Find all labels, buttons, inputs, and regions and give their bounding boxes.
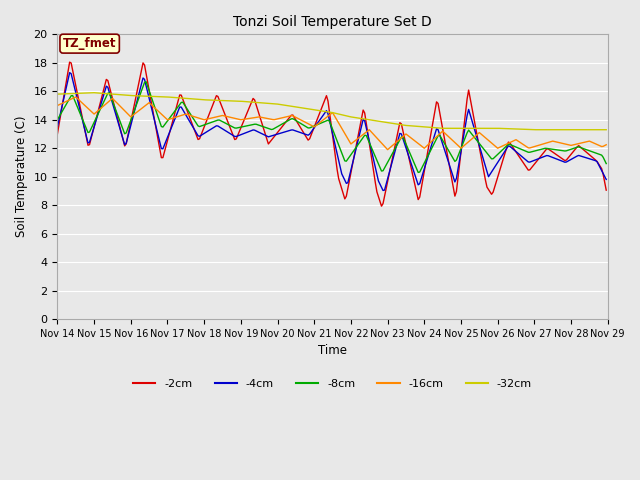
-4cm [575,153,582,158]
-4cm [237,132,244,138]
-2cm [237,125,244,131]
Y-axis label: Soil Temperature (C): Soil Temperature (C) [15,116,28,238]
-4cm [122,140,130,146]
-32cm [575,127,582,132]
-32cm [602,127,610,132]
-16cm [122,109,130,115]
-16cm [602,142,610,148]
-16cm [219,113,227,119]
-2cm [575,143,582,148]
-32cm [54,91,61,97]
-8cm [219,119,227,124]
-32cm [219,97,227,103]
-16cm [384,147,392,153]
-2cm [295,122,303,128]
-8cm [575,144,582,150]
-8cm [237,124,244,130]
-8cm [121,131,129,137]
-2cm [54,131,61,137]
-4cm [219,126,227,132]
Line: -16cm: -16cm [58,97,606,150]
-8cm [414,169,422,175]
-8cm [295,120,303,125]
-16cm [54,103,61,108]
-4cm [602,177,610,182]
-8cm [54,117,61,122]
Legend: -2cm, -4cm, -8cm, -16cm, -32cm: -2cm, -4cm, -8cm, -16cm, -32cm [129,374,536,393]
Line: -2cm: -2cm [58,62,606,206]
-32cm [237,98,244,104]
-4cm [246,128,254,134]
Line: -32cm: -32cm [58,93,606,130]
-2cm [122,141,130,147]
-32cm [90,90,98,96]
-32cm [122,92,130,98]
Title: Tonzi Soil Temperature Set D: Tonzi Soil Temperature Set D [233,15,432,29]
-2cm [378,203,385,209]
-32cm [295,105,303,110]
-2cm [219,105,227,111]
-2cm [246,103,254,108]
-32cm [531,127,538,132]
-16cm [72,94,79,100]
-16cm [575,141,582,146]
X-axis label: Time: Time [318,344,347,357]
-8cm [602,161,610,167]
-4cm [379,188,387,193]
-32cm [246,99,254,105]
-4cm [295,129,303,135]
-2cm [602,187,610,193]
Line: -8cm: -8cm [58,82,606,172]
Line: -4cm: -4cm [58,72,606,191]
-8cm [246,122,254,128]
-16cm [237,117,244,122]
-4cm [54,124,61,130]
-8cm [142,79,150,84]
Text: TZ_fmet: TZ_fmet [63,37,116,50]
-16cm [246,116,254,121]
-4cm [66,70,74,75]
-16cm [295,116,303,122]
-2cm [66,59,74,65]
